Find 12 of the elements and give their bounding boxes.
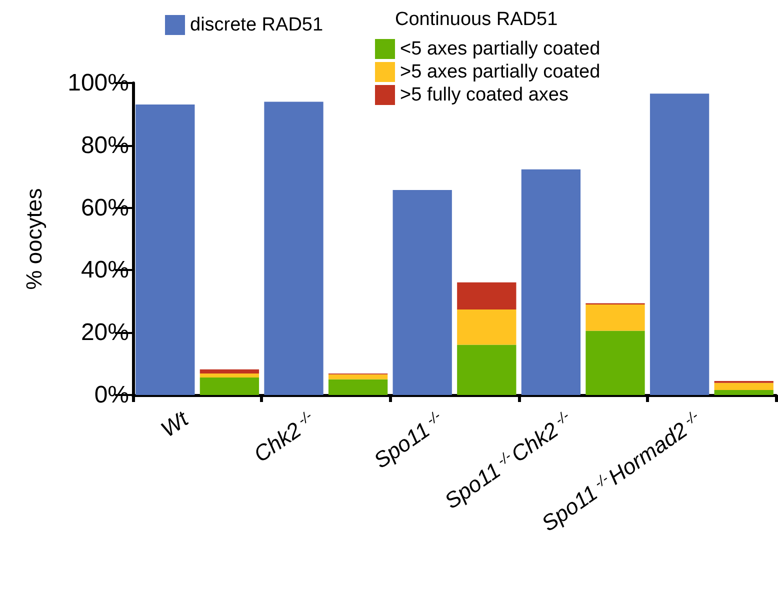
legend-label: >5 axes partially coated — [400, 62, 600, 82]
y-tick-label: 20% — [80, 319, 129, 346]
legend-title: Continuous RAD51 — [395, 9, 558, 30]
x-tick-label: Wt — [156, 406, 193, 442]
legend-label: >5 fully coated axes — [400, 84, 568, 106]
y-axis-title: % oocytes — [22, 188, 46, 290]
y-tick-label: 80% — [80, 132, 129, 159]
y-tick-label: 100% — [68, 70, 129, 96]
legend-label: discrete RAD51 — [190, 14, 324, 36]
legend-label: <5 axes partially coated — [400, 38, 600, 60]
y-tick-label: 60% — [80, 194, 129, 222]
y-tick-label: 40% — [80, 256, 129, 284]
